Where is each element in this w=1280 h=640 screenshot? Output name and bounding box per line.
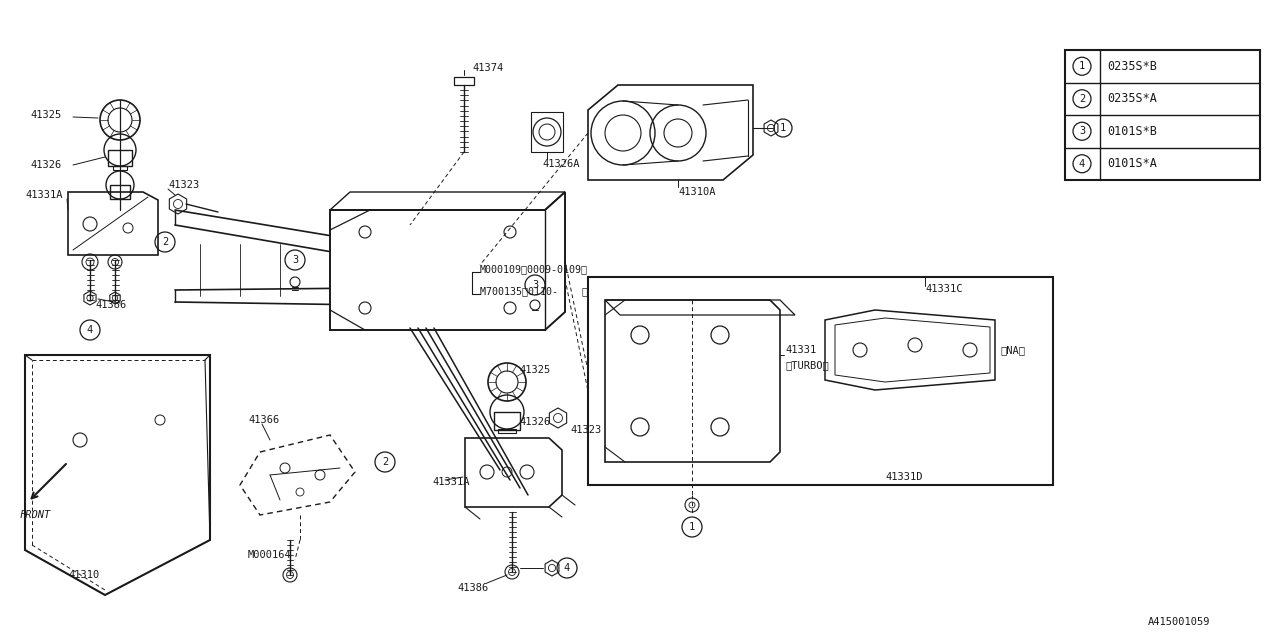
Bar [494,412,520,430]
Text: 41310: 41310 [68,570,100,580]
Text: 41366: 41366 [248,415,279,425]
Text: 4: 4 [564,563,570,573]
Text: 1: 1 [1079,61,1085,71]
Text: 41323: 41323 [570,425,602,435]
Bar [110,185,131,199]
Text: 0101S*B: 0101S*B [1107,125,1157,138]
Text: 4: 4 [87,325,93,335]
Text: 41331D: 41331D [884,472,923,482]
Bar [454,77,474,85]
Text: 3: 3 [1079,126,1085,136]
Text: 〈TURBO〉: 〈TURBO〉 [785,360,828,370]
Text: 4: 4 [1079,159,1085,169]
Text: 2: 2 [161,237,168,247]
Text: 41386: 41386 [95,300,127,310]
Text: 41325: 41325 [518,365,550,375]
Text: 0101S*A: 0101S*A [1107,157,1157,170]
Text: 〈NA〉: 〈NA〉 [1000,345,1025,355]
Bar [588,277,1053,485]
Text: 0235S*A: 0235S*A [1107,92,1157,105]
Text: 1: 1 [780,123,786,133]
Text: 41331C: 41331C [925,284,963,294]
Text: FRONT: FRONT [20,510,51,520]
Text: 41331A: 41331A [433,477,470,487]
Text: M700135〈0110-    〉: M700135〈0110- 〉 [480,286,588,296]
Text: M000109〈0009-0109〉: M000109〈0009-0109〉 [480,264,588,274]
Text: M000164: M000164 [248,550,292,560]
Bar [113,166,127,170]
Text: 0235S*B: 0235S*B [1107,60,1157,73]
Text: 41310A: 41310A [678,187,716,197]
Text: 3: 3 [532,280,538,290]
Bar [531,112,563,152]
Text: 41326: 41326 [518,417,550,427]
Text: A415001059: A415001059 [1148,617,1211,627]
Text: 1: 1 [689,522,695,532]
Text: 3: 3 [292,255,298,265]
Text: 41323: 41323 [168,180,200,190]
Bar [108,150,132,166]
Bar [1065,50,1260,180]
Text: 2: 2 [381,457,388,467]
Text: 41326A: 41326A [541,159,580,169]
Text: 41331A: 41331A [26,190,63,200]
Text: 41386: 41386 [457,583,488,593]
Text: 41325: 41325 [29,110,61,120]
Text: 41374: 41374 [472,63,503,73]
Bar [498,429,516,433]
Text: 2: 2 [1079,93,1085,104]
Text: 41326: 41326 [29,160,61,170]
Text: 41331: 41331 [785,345,817,355]
